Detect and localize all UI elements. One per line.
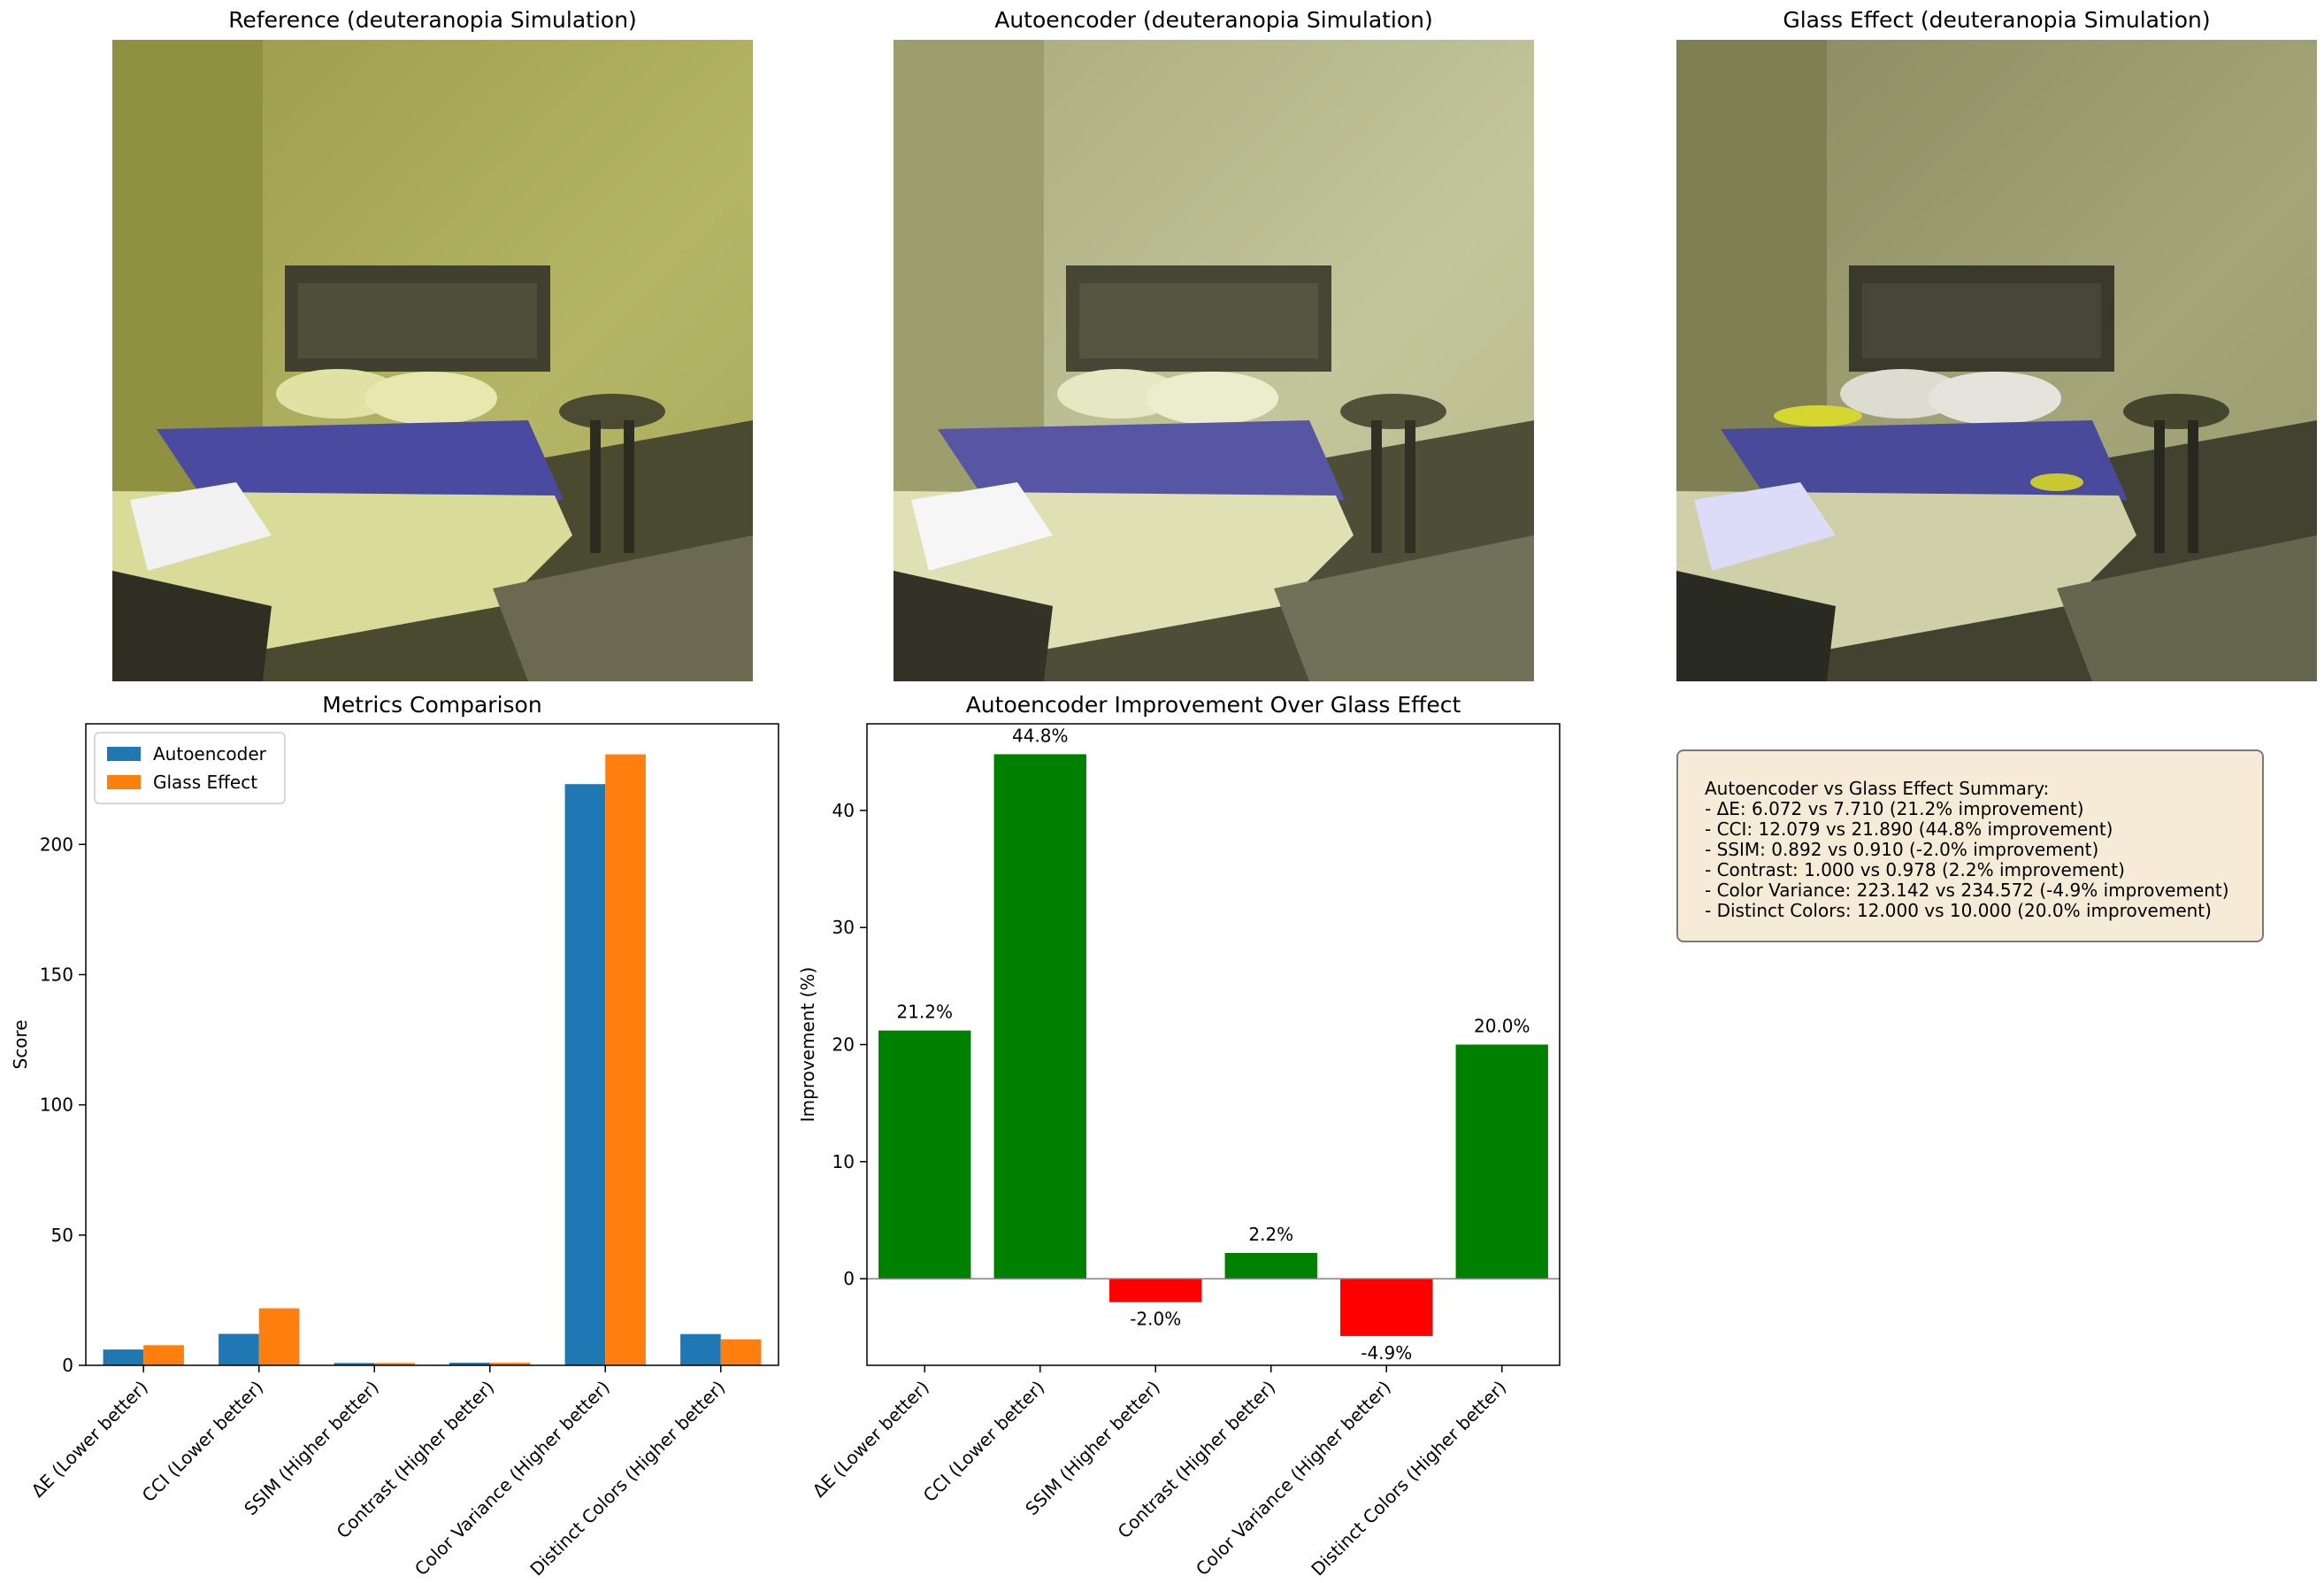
metrics-bar-glass-effect — [720, 1339, 762, 1365]
improvement-bar — [1224, 1252, 1317, 1279]
metrics-ytick-label: 100 — [40, 1095, 73, 1116]
improvement-ytick-label: 20 — [832, 1034, 855, 1056]
improvement-bar-label: 20.0% — [1474, 1016, 1530, 1037]
improvement-ytick-label: 30 — [832, 917, 855, 938]
summary-heading: Autoencoder vs Glass Effect Summary: — [1705, 778, 2050, 799]
improvement-bar — [993, 754, 1086, 1279]
metrics-legend-label: Autoencoder — [153, 743, 267, 765]
metrics-title: Metrics Comparison — [322, 692, 541, 718]
metrics-bar-autoencoder — [103, 1349, 144, 1365]
improvement-ytick-label: 10 — [832, 1151, 855, 1172]
metrics-ytick-label: 0 — [62, 1355, 73, 1376]
reference-image — [112, 40, 753, 681]
glass-bedroom-illustration — [1676, 40, 2317, 681]
autoencoder-image — [894, 40, 1534, 681]
improvement-xtick-label: Color Variance (Higher better) — [1192, 1377, 1395, 1580]
glass-panel-title: Glass Effect (deuteranopia Simulation) — [1783, 7, 2211, 33]
summary-line-delta-e: - ΔE: 6.072 vs 7.710 (21.2% improvement) — [1705, 798, 2084, 819]
improvement-xtick-label: Distinct Colors (Higher better) — [1307, 1377, 1510, 1580]
metrics-ytick-label: 200 — [40, 834, 73, 855]
improvement-xtick-label: CCI (Lower better) — [919, 1377, 1049, 1507]
metrics-bar-autoencoder — [564, 784, 606, 1365]
improvement-bar — [1109, 1279, 1202, 1303]
metrics-bar-autoencoder — [680, 1333, 721, 1365]
metrics-bar-autoencoder — [334, 1363, 375, 1365]
improvement-bar-label: 21.2% — [896, 1002, 953, 1023]
metrics-ylabel: Score — [10, 1019, 31, 1069]
metrics-ytick-label: 150 — [40, 964, 73, 985]
glass-effect-image — [1676, 40, 2317, 681]
metrics-legend-label: Glass Effect — [153, 772, 257, 793]
summary-line-ssim: - SSIM: 0.892 vs 0.910 (-2.0% improvemen… — [1705, 839, 2099, 860]
improvement-bar-label: -2.0% — [1130, 1309, 1181, 1330]
summary-line-distinct-colors: - Distinct Colors: 12.000 vs 10.000 (20.… — [1705, 900, 2212, 921]
metrics-legend-swatch — [107, 747, 141, 761]
improvement-ytick-label: 0 — [843, 1268, 855, 1289]
metrics-xtick-label: Color Variance (Higher better) — [410, 1377, 614, 1580]
metrics-bar-autoencoder — [449, 1363, 490, 1365]
metrics-plot-frame — [85, 723, 779, 1366]
summary-line-color-variance: - Color Variance: 223.142 vs 234.572 (-4… — [1705, 880, 2229, 901]
improvement-plot-frame — [866, 723, 1561, 1366]
improvement-bar-label: -4.9% — [1361, 1342, 1412, 1364]
metrics-legend — [94, 732, 286, 804]
improvement-xtick-label: ΔE (Lower better) — [809, 1377, 933, 1502]
improvement-bar-label: 44.8% — [1012, 725, 1069, 746]
metrics-bar-autoencoder — [219, 1333, 259, 1365]
autoencoder-panel-title: Autoencoder (deuteranopia Simulation) — [994, 7, 1433, 33]
metrics-xtick-label: Distinct Colors (Higher better) — [525, 1377, 729, 1580]
metrics-xtick-label: ΔE (Lower better) — [27, 1377, 152, 1502]
improvement-bar-label: 2.2% — [1248, 1224, 1293, 1245]
metrics-legend-swatch — [107, 775, 141, 789]
summary-box: Autoencoder vs Glass Effect Summary: - Δ… — [1676, 749, 2264, 942]
metrics-bar-glass-effect — [374, 1363, 415, 1365]
autoencoder-bedroom-illustration — [894, 40, 1534, 681]
reference-panel-title: Reference (deuteranopia Simulation) — [228, 7, 637, 33]
summary-line-cci: - CCI: 12.079 vs 21.890 (44.8% improveme… — [1705, 818, 2113, 840]
metrics-bar-glass-effect — [605, 754, 646, 1365]
improvement-bar — [1455, 1044, 1548, 1279]
reference-bedroom-illustration — [112, 40, 753, 681]
summary-line-contrast: - Contrast: 1.000 vs 0.978 (2.2% improve… — [1705, 859, 2125, 880]
metrics-xtick-label: CCI (Lower better) — [138, 1377, 268, 1507]
improvement-title: Autoencoder Improvement Over Glass Effec… — [966, 692, 1461, 718]
metrics-bar-glass-effect — [489, 1363, 531, 1365]
improvement-bar — [1340, 1279, 1433, 1336]
metrics-bar-glass-effect — [258, 1308, 300, 1365]
improvement-ylabel: Improvement (%) — [797, 967, 818, 1123]
metrics-bar-glass-effect — [143, 1345, 184, 1365]
metrics-ytick-label: 50 — [51, 1225, 73, 1246]
improvement-ytick-label: 40 — [832, 800, 855, 821]
improvement-bar — [878, 1030, 971, 1279]
